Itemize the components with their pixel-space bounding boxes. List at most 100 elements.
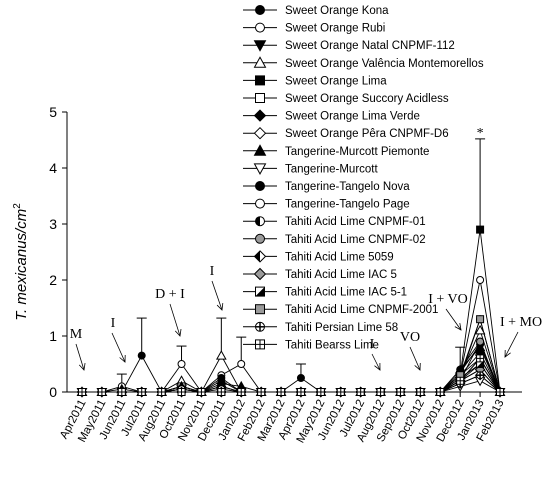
y-axis-label: T. mexicanus/cm2 [12,203,30,321]
legend-marker [253,109,267,122]
data-point [237,388,246,396]
data-point [476,225,485,234]
annotation-label: I [111,316,116,331]
legend-marker [255,233,265,244]
legend-marker [255,216,265,227]
annotation-arrowhead [374,362,381,371]
legend-label: Sweet Orange Lima Verde [285,111,420,123]
data-point [474,324,486,335]
data-point [476,337,485,346]
data-point [78,388,86,396]
annotation-label: I + MO [500,315,542,330]
legend-marker [255,321,265,332]
significance-marker: * [477,126,484,141]
legend-item: Tahiti Persian Lime 58 [243,321,398,334]
data-point [416,388,425,396]
data-point [277,388,286,396]
legend-marker [253,163,267,175]
annotation-label: I [210,264,215,279]
legend-item: Sweet Orange Natal CNPMF-112 [243,40,455,52]
legend-label: Tangerine-Murcott Piemonte [285,146,429,158]
legend-item: Sweet Orange Rubi [243,22,385,35]
legend-label: Tangerine-Tangelo Page [285,199,410,211]
legend: Sweet Orange Kona Sweet Orange Rubi Sweet … [243,5,484,351]
data-point [157,388,166,396]
series-lines-group [82,229,501,393]
legend-item: Tangerine-Tangelo Nova [243,181,410,193]
legend-label: Tahiti Acid Lime CNPMF-01 [285,216,426,228]
data-point [97,388,106,396]
legend-label: Tahiti Persian Lime 58 [285,322,398,334]
data-point [456,376,465,385]
legend-label: Sweet Orange Rubi [285,23,385,35]
annotation-arrow [169,303,181,337]
legend-label: Sweet Orange Lima [285,75,387,87]
annotation-label: D + I [155,287,185,302]
data-point [316,388,325,396]
data-point [376,388,385,396]
annotation-arrow [504,331,519,358]
legend-marker [255,286,265,297]
y-axis-label-superscript: 2 [12,203,23,209]
legend-label: Sweet Orange Succory Acidless [285,93,449,105]
legend-item: Sweet Orange Kona [243,5,389,17]
annotation-arrow [111,332,126,363]
legend-label: Tahiti Acid Lime IAC 5-1 [285,287,407,299]
annotation-label: M [70,327,83,342]
data-point [476,276,485,284]
series-line [82,363,501,393]
legend-label: Sweet Orange Pêra CNPMF-D6 [285,128,449,140]
series-line [82,363,501,393]
legend-label: Sweet Orange Natal CNPMF-112 [285,40,455,52]
legend-label: Tangerine-Murcott [285,163,378,175]
legend-marker [255,198,265,209]
legend-item: Tangerine-Tangelo Page [243,198,410,211]
legend-marker [255,93,265,103]
y-axis-label-main: T. mexicanus/cm [13,209,30,321]
annotation-arrow [445,308,462,331]
error-bars-group [116,138,486,387]
legend-item: Tangerine-Murcott Piemonte [243,144,429,158]
annotation-arrowhead [454,323,462,331]
legend-marker [255,181,265,191]
legend-item: Sweet Orange Lima [243,75,387,87]
data-point [177,360,186,368]
annotation-arrowhead [119,354,126,363]
annotations-group: M I D + I I I VO I + VO I + MO * [70,126,542,371]
legend-label: Tangerine-Tangelo Nova [285,181,410,193]
annotation-label: VO [400,330,420,345]
legend-item: Sweet Orange Valência Montemorellos [243,56,484,70]
data-point [296,374,305,382]
legend-item: Sweet Orange Pêra CNPMF-D6 [243,126,449,140]
data-point [177,388,186,396]
y-tick-label: 5 [49,104,57,120]
y-tick-label: 1 [49,328,57,344]
data-point [257,388,266,396]
legend-label: Sweet Orange Kona [285,5,389,17]
y-tick-label: 0 [49,384,57,400]
legend-item: Tahiti Bearss Lime [243,339,379,351]
annotation-arrowhead [78,363,86,371]
data-point [476,315,485,324]
data-point [117,388,126,396]
legend-label: Sweet Orange Valência Montemorellos [285,58,484,70]
series-markers-group [76,225,506,398]
data-point [137,351,146,360]
legend-item: Tahiti Acid Lime IAC 5 [243,267,397,281]
annotation-arrowhead [414,362,421,371]
legend-label: Tahiti Acid Lime CNPMF-2001 [285,304,438,316]
legend-label: Tahiti Acid Lime IAC 5 [285,269,397,281]
data-point [296,388,305,396]
legend-item: Sweet Orange Lima Verde [243,109,420,123]
data-point [356,388,365,396]
annotation-arrowhead [504,349,511,358]
legend-marker [253,267,267,281]
legend-item: Tahiti Acid Lime CNPMF-2001 [243,304,438,316]
legend-marker [253,40,267,52]
legend-marker [253,250,267,263]
legend-marker [253,56,267,68]
legend-item: Tahiti Acid Lime 5059 [243,250,394,263]
legend-marker [255,22,265,33]
legend-marker [253,126,267,140]
